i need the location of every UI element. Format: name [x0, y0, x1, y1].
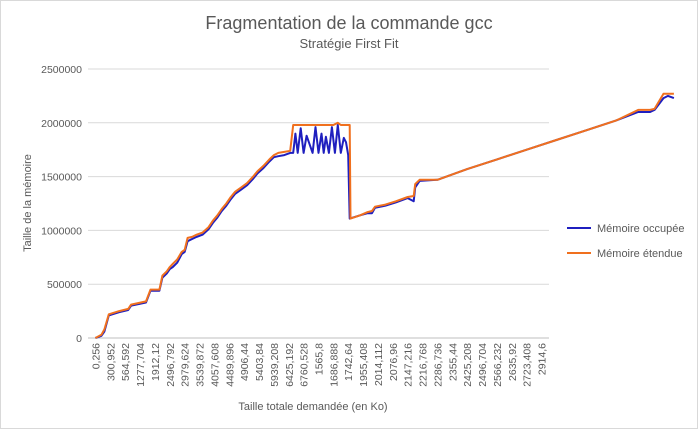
- x-tick-label: 4489,896: [224, 343, 236, 387]
- x-tick-label: 0,256: [90, 343, 102, 369]
- x-tick-label: 2147,216: [403, 343, 415, 387]
- x-tick-label: 1277,704: [135, 343, 147, 387]
- x-tick-label: 4906,44: [239, 343, 251, 381]
- x-tick-label: 2355,44: [447, 343, 459, 381]
- legend-label-occupied: Mémoire occupée: [597, 223, 684, 235]
- x-tick-label: 2076,96: [388, 343, 400, 381]
- x-tick-label: 2216,768: [418, 343, 430, 387]
- x-tick-label: 564,592: [120, 343, 132, 381]
- x-tick-label: 2566,232: [492, 343, 504, 387]
- x-tick-label: 4057,608: [209, 343, 221, 387]
- x-tick-label: 1565,8: [314, 343, 326, 375]
- chart-title: Fragmentation de la commande gcc: [205, 13, 492, 33]
- x-tick-label: 3539,872: [195, 343, 207, 387]
- y-tick-label: 2500000: [41, 64, 82, 76]
- x-tick-label: 1686,888: [328, 343, 340, 387]
- y-tick-label: 1000000: [41, 225, 82, 237]
- y-tick-label: 500000: [47, 279, 82, 291]
- x-tick-labels: 0,256 300,952 564,592 1277,704 1912,12 2496,7…: [90, 343, 548, 387]
- x-tick-label: 2286,736: [432, 343, 444, 387]
- legend: Mémoire occupée Mémoire étendue: [567, 223, 684, 260]
- x-tick-label: 2425,208: [462, 343, 474, 387]
- x-axis-title: Taille totale demandée (en Ko): [238, 401, 387, 413]
- y-axis-title: Taille de la mémoire: [22, 154, 34, 252]
- x-tick-label: 2723,408: [522, 343, 534, 387]
- x-tick-label: 2914,6: [537, 343, 549, 375]
- x-tick-label: 2635,92: [507, 343, 519, 381]
- x-tick-label: 2496,704: [477, 343, 489, 387]
- x-tick-label: 1955,408: [358, 343, 370, 387]
- chart-subtitle: Stratégie First Fit: [300, 36, 399, 51]
- x-tick-label: 5939,208: [269, 343, 281, 387]
- series-line-extended: [94, 92, 674, 339]
- x-tick-label: 2979,624: [180, 343, 192, 387]
- gridlines: [88, 68, 549, 339]
- x-tick-label: 6760,528: [299, 343, 311, 387]
- y-tick-labels: 0 500000 1000000 1500000 2000000 2500000: [41, 64, 82, 345]
- x-tick-label: 1912,12: [150, 343, 162, 381]
- x-tick-label: 2496,792: [165, 343, 177, 387]
- x-tick-label: 6425,192: [284, 343, 296, 387]
- x-tick-label: 1742,64: [343, 343, 355, 381]
- y-tick-label: 2000000: [41, 118, 82, 130]
- series-line-occupied: [95, 94, 675, 339]
- x-tick-label: 300,952: [105, 343, 117, 381]
- x-tick-label: 2014,112: [373, 343, 385, 386]
- series-lines: [94, 92, 675, 339]
- x-tick-label: 5403,84: [254, 343, 266, 381]
- legend-label-extended: Mémoire étendue: [597, 248, 683, 260]
- y-tick-label: 0: [76, 333, 82, 345]
- y-tick-label: 1500000: [41, 172, 82, 184]
